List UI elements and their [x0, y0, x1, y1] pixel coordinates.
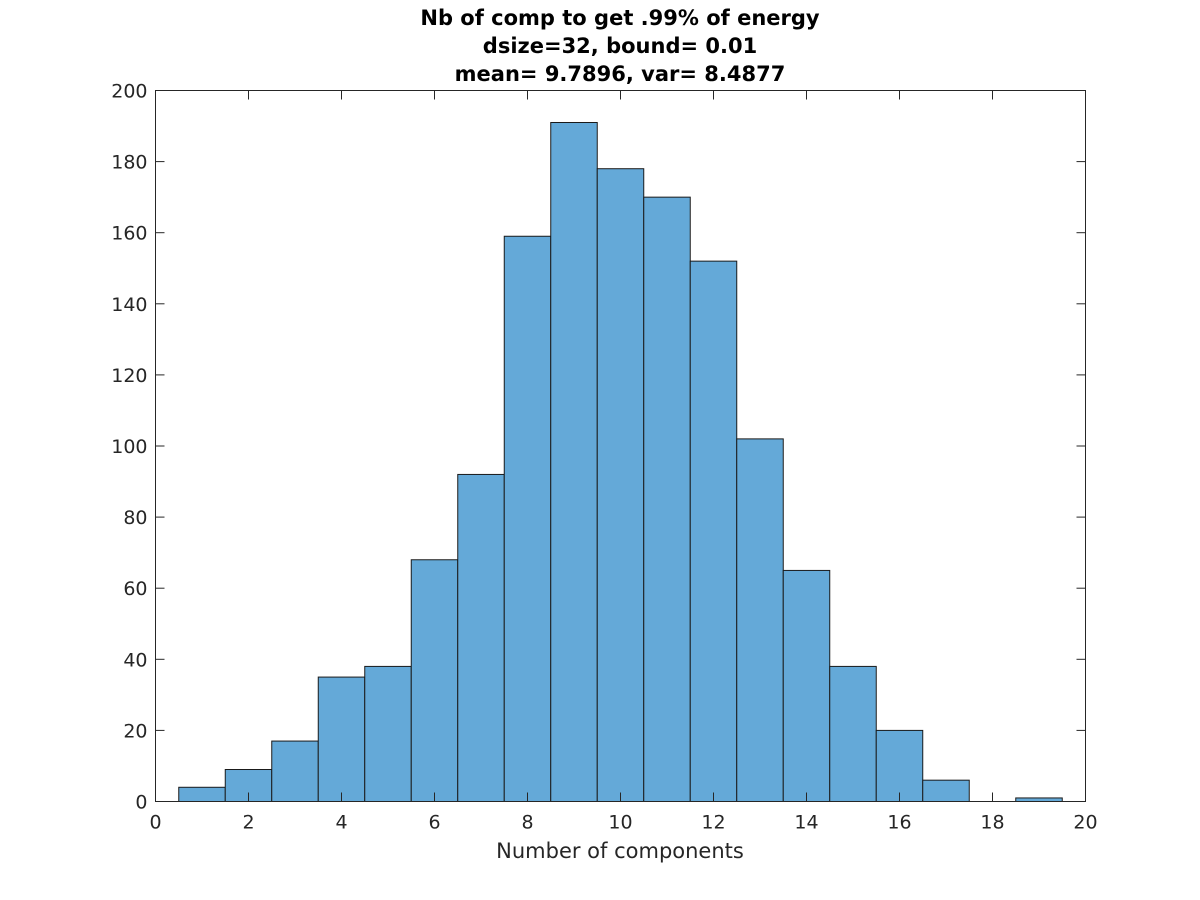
- histogram-bar: [457, 473, 505, 802]
- histogram-bar: [271, 740, 319, 803]
- y-tick-label: 0: [135, 792, 147, 814]
- histogram-bar: [922, 779, 970, 802]
- x-tick-label: 12: [701, 812, 725, 834]
- histogram-bar: [875, 729, 924, 803]
- bars: [178, 121, 1063, 803]
- x-axis-label: Number of components: [496, 839, 744, 863]
- y-tick-label: 40: [123, 649, 147, 671]
- x-tick-label: 2: [242, 812, 254, 834]
- chart-title: Nb of comp to get .99% of energy dsize=32…: [420, 6, 820, 86]
- y-tick-label: 100: [111, 436, 147, 458]
- histogram-bar: [503, 235, 552, 802]
- y-tick-label: 120: [111, 365, 147, 387]
- histogram-bar: [1015, 797, 1063, 803]
- histogram-bar: [643, 196, 691, 802]
- y-tick-label: 180: [111, 152, 147, 174]
- x-axis-ticks: 0 2 4 6 8 10 12 14 16 18 20: [149, 90, 1098, 834]
- chart-title-line: Nb of comp to get .99% of energy: [420, 6, 820, 30]
- y-tick-label: 200: [111, 81, 147, 103]
- y-tick-label: 20: [123, 720, 147, 742]
- x-tick-label: 6: [428, 812, 440, 834]
- x-tick-label: 20: [1073, 812, 1097, 834]
- x-tick-label: 14: [794, 812, 818, 834]
- y-tick-label: 160: [111, 223, 147, 245]
- histogram-bar: [689, 260, 738, 802]
- x-tick-label: 0: [149, 812, 161, 834]
- histogram-bar: [364, 665, 412, 802]
- x-tick-label: 10: [608, 812, 632, 834]
- y-tick-label: 80: [123, 507, 147, 529]
- x-tick-label: 4: [335, 812, 347, 834]
- histogram-bar: [550, 121, 598, 803]
- x-tick-label: 8: [521, 812, 533, 834]
- histogram-bar: [736, 438, 784, 802]
- histogram-bar: [596, 168, 645, 802]
- histogram-bar: [782, 569, 831, 802]
- histogram-bar: [829, 665, 877, 802]
- y-tick-label: 60: [123, 578, 147, 600]
- x-tick-label: 18: [980, 812, 1004, 834]
- chart-title-line: mean= 9.7896, var= 8.4877: [455, 62, 786, 86]
- y-tick-label: 140: [111, 294, 147, 316]
- histogram-bar: [317, 676, 366, 803]
- chart-title-line: dsize=32, bound= 0.01: [483, 34, 757, 58]
- y-axis-ticks: 0 20 40 60 80 100 120 140 160 180 200: [111, 81, 1086, 814]
- histogram-bar: [410, 559, 459, 803]
- x-tick-label: 16: [887, 812, 911, 834]
- histogram-bar: [178, 786, 226, 803]
